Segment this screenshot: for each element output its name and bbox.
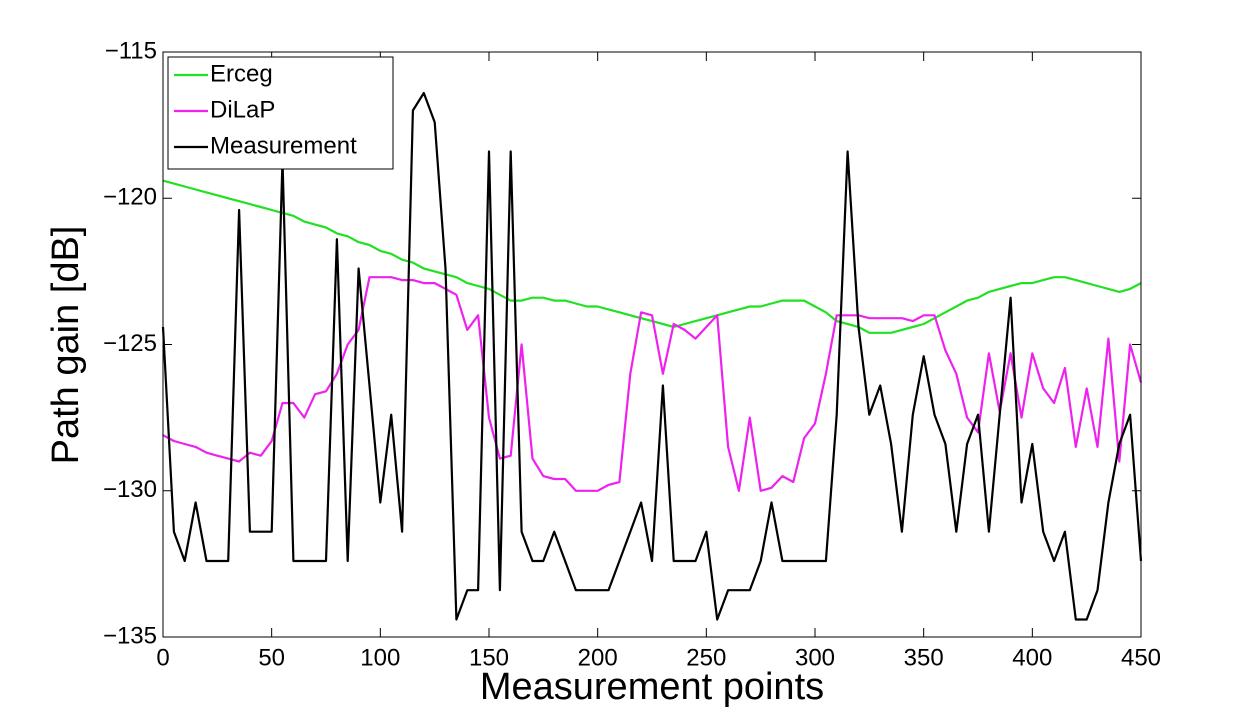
series-line	[162, 276, 1143, 492]
y-tick-label: −115	[105, 37, 157, 64]
series-line	[161, 91, 1143, 621]
x-tick-label: 250	[686, 644, 726, 671]
legend-label: Measurement	[210, 132, 357, 159]
x-tick-label: 0	[156, 644, 169, 671]
x-tick-label: 350	[904, 644, 944, 671]
x-tick-label: 200	[578, 644, 618, 671]
x-tick-label: 300	[795, 644, 835, 671]
x-axis-label: Measurement points	[480, 666, 824, 708]
y-tick-label: −130	[103, 476, 157, 503]
x-tick-label: 450	[1121, 644, 1161, 671]
y-tick-label: −125	[103, 330, 157, 357]
legend-label: Erceg	[210, 60, 273, 87]
y-tick-label: −120	[103, 184, 157, 211]
y-axis-label: Path gain [dB]	[45, 226, 87, 465]
y-tick-label: −135	[103, 622, 157, 649]
x-tick-label: 150	[469, 644, 509, 671]
legend-label: DiLaP	[210, 96, 275, 123]
x-tick-label: 100	[360, 644, 400, 671]
x-tick-label: 400	[1012, 644, 1052, 671]
x-tick-label: 50	[258, 644, 285, 671]
